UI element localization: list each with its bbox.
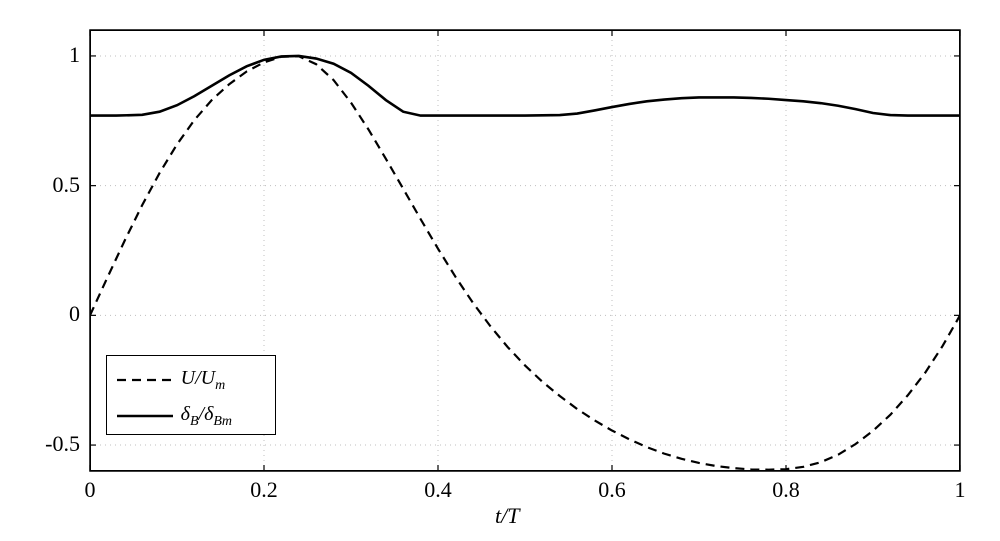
xtick-label: 0.6 xyxy=(582,477,642,503)
chart-svg xyxy=(0,0,1000,541)
x-axis-label: t/T xyxy=(495,503,520,529)
xtick-label: 0 xyxy=(60,477,120,503)
legend-item-u-over-um: U/Um xyxy=(115,362,226,398)
xtick-label: 1 xyxy=(930,477,990,503)
ytick-label: -0.5 xyxy=(45,431,80,457)
series-deltaB_over_deltaBm xyxy=(90,56,960,116)
ytick-label: 1 xyxy=(69,42,80,68)
xtick-label: 0.8 xyxy=(756,477,816,503)
xtick-label: 0.4 xyxy=(408,477,468,503)
xtick-label: 0.2 xyxy=(234,477,294,503)
legend-item-deltab: δB/δBm xyxy=(115,398,232,434)
ytick-label: 0.5 xyxy=(53,172,81,198)
ytick-label: 0 xyxy=(69,301,80,327)
legend: U/UmδB/δBm xyxy=(106,355,276,435)
